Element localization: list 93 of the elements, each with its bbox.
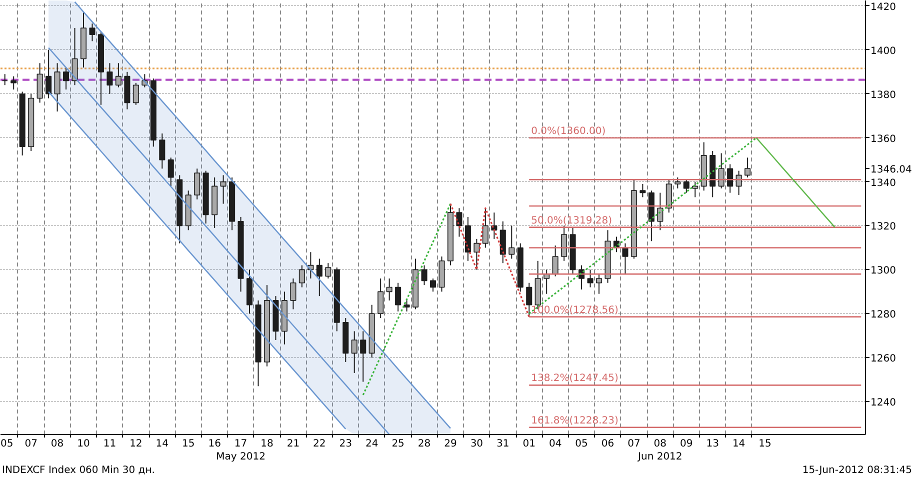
candlestick <box>482 208 488 248</box>
line-series <box>756 137 836 228</box>
y-tick-label: 1360 <box>870 134 896 145</box>
x-tick-label: 10 <box>77 438 90 450</box>
text: INDEXCF Index 060 Min 30 дн. <box>2 465 155 477</box>
candlestick <box>692 181 698 198</box>
line-series <box>450 202 530 318</box>
y-tick-label: 1320 <box>870 222 896 233</box>
candlestick <box>168 157 174 187</box>
x-tick-label: 25 <box>392 438 404 450</box>
x-tick-label: 21 <box>286 438 300 450</box>
y-tick-label: 1300 <box>870 266 896 277</box>
series-label: 138.2%(1247.45) <box>531 373 618 384</box>
x-tick-label: 07 <box>628 438 640 450</box>
candlestick <box>89 23 96 42</box>
y-tick-label: 1346.04 <box>870 164 912 176</box>
candlestick <box>657 192 664 231</box>
x-tick-label: 15 <box>758 438 772 450</box>
candlestick <box>325 262 332 279</box>
candlestick <box>430 278 436 292</box>
candlestick <box>526 282 532 318</box>
candlestick <box>132 82 139 106</box>
x-tick-label: 15 <box>182 438 195 450</box>
candlestick <box>106 62 113 94</box>
x-tick-label: 28 <box>418 438 431 450</box>
candlestick <box>596 274 602 294</box>
candlestick <box>72 27 78 86</box>
y-tick-label: 1240 <box>870 398 896 409</box>
candlestick <box>2 74 8 86</box>
candlestick <box>683 179 690 194</box>
candlestick <box>351 330 358 374</box>
x-tick-label: 11 <box>103 438 116 450</box>
x-tick-label: 24 <box>365 438 378 450</box>
line-series <box>362 202 452 396</box>
candlestick <box>290 278 296 310</box>
candlestick <box>587 269 594 288</box>
candlestick <box>220 174 226 204</box>
candlestick <box>378 278 384 319</box>
y-tick-label: 1380 <box>870 90 896 101</box>
y-tick-label: 1400 <box>870 46 896 57</box>
candlestick <box>727 164 734 194</box>
x-tick-label: 07 <box>24 438 38 450</box>
x-tick-label: 30 <box>470 438 484 450</box>
x-tick-label: 12 <box>130 438 142 450</box>
candlestick <box>395 282 402 312</box>
candlestick <box>10 76 17 90</box>
x-tick-label: 14 <box>156 438 169 450</box>
candlestick <box>674 176 681 189</box>
y-tick-label: 1420 <box>870 2 896 13</box>
x-tick-label: 18 <box>260 438 274 450</box>
candlestick <box>421 264 428 286</box>
x-tick-label: 13 <box>706 438 719 450</box>
x-tick-label: 09 <box>680 438 693 450</box>
x-tick-label: 08 <box>50 438 64 450</box>
x-tick-label: 16 <box>208 438 221 450</box>
candlestick <box>508 225 515 260</box>
series-label: 50.0%(1319.28) <box>531 215 612 226</box>
y-tick-label: 1340 <box>870 178 896 189</box>
series-label: 0.0%(1360.00) <box>531 126 606 137</box>
candlestick <box>552 245 558 277</box>
x-tick-label: 23 <box>339 438 352 450</box>
x-tick-label: 01 <box>522 438 536 450</box>
x-tick-label: 14 <box>732 438 746 450</box>
candlestick <box>63 67 70 90</box>
candlestick <box>316 258 322 297</box>
x-tick-label: 29 <box>444 438 457 450</box>
candlestick <box>115 62 122 88</box>
x-tick-label: 31 <box>496 438 510 450</box>
candlestick <box>46 49 52 99</box>
x-tick-label: 05 <box>0 438 14 450</box>
candlestick <box>194 168 200 200</box>
candlestick <box>561 225 568 262</box>
y-tick-label: 1260 <box>870 354 896 365</box>
candlestick <box>456 208 462 238</box>
candlestick <box>360 330 366 382</box>
x-tick-label: 22 <box>313 438 326 450</box>
candlestick <box>159 132 166 170</box>
text: 15-Jun-2012 08:31:45 <box>802 465 912 477</box>
series-label: 161.8%(1228.23) <box>531 415 618 426</box>
x-tick-label: 04 <box>548 438 562 450</box>
candlestick <box>54 62 60 112</box>
x-tick-label: 05 <box>575 438 588 450</box>
candlestick <box>404 300 410 312</box>
line-series <box>528 137 758 314</box>
candlestick <box>744 157 751 178</box>
candlestick <box>386 278 392 301</box>
y-tick-label: 1280 <box>870 310 896 321</box>
line-series <box>48 47 390 434</box>
candlestick <box>640 183 646 198</box>
candlestick <box>718 152 724 189</box>
candlestick <box>474 238 480 270</box>
x-tick-label: 06 <box>601 438 614 450</box>
candlestick <box>298 264 305 288</box>
